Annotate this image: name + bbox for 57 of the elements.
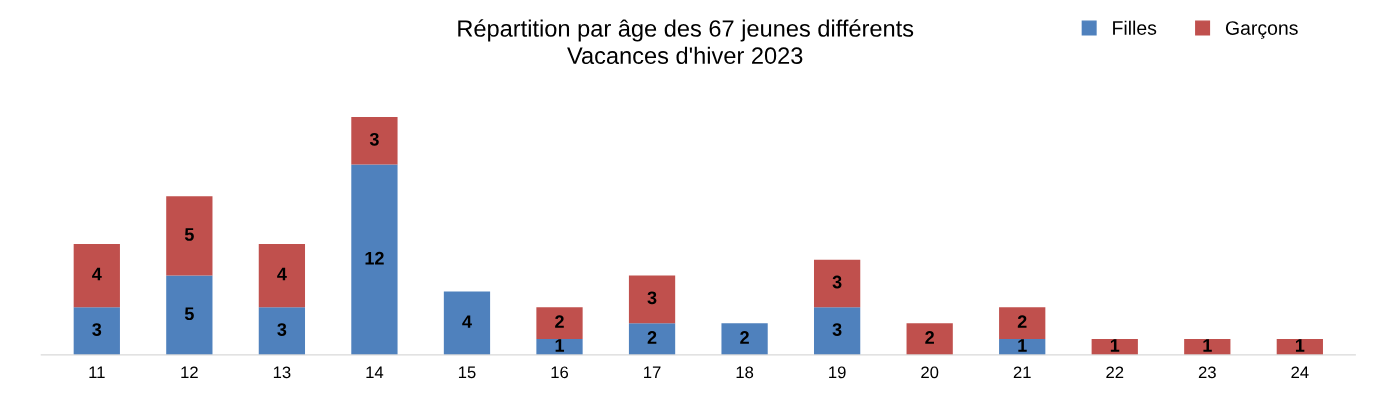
bar — [443, 291, 491, 355]
data-label: 2 — [647, 331, 657, 344]
data-label: 3 — [369, 132, 379, 146]
bar — [166, 275, 213, 355]
bar — [721, 323, 768, 355]
data-label: 4 — [462, 315, 472, 328]
x-tick-label: 20 — [921, 366, 939, 379]
bar — [351, 164, 398, 355]
x-tick-label: 24 — [1291, 366, 1309, 379]
data-label: 2 — [740, 331, 749, 344]
data-label: 4 — [277, 267, 287, 281]
bar — [258, 243, 306, 308]
data-label: 3 — [832, 275, 842, 289]
data-label: 1 — [1018, 339, 1027, 352]
x-tick-label: 18 — [736, 366, 754, 379]
bar — [628, 323, 676, 355]
x-tick-label: 11 — [89, 366, 105, 379]
data-label: 2 — [555, 315, 564, 328]
data-label: 3 — [277, 323, 287, 336]
x-tick-label: 12 — [181, 366, 198, 379]
x-tick-label: 23 — [1198, 366, 1216, 379]
data-label: 1 — [555, 339, 565, 352]
data-label: 12 — [365, 251, 384, 265]
chart-title: Répartition par âge des 67 jeunes différents Vacances d'hiver 2023 — [458, 19, 914, 64]
x-tick-label: 14 — [366, 366, 384, 379]
bar — [906, 323, 953, 355]
bar — [814, 259, 861, 308]
data-label: 1 — [1295, 339, 1305, 352]
x-tick-label: 21 — [1013, 366, 1031, 379]
bar — [351, 117, 398, 165]
data-label: 2 — [1017, 315, 1027, 328]
data-label: 3 — [832, 323, 842, 336]
bar — [814, 307, 861, 355]
data-label: 5 — [184, 307, 194, 321]
x-tick-label: 17 — [644, 366, 661, 379]
x-tick-label: 16 — [551, 366, 569, 379]
bar — [536, 307, 583, 340]
data-label: 4 — [92, 267, 102, 281]
bar — [999, 307, 1046, 340]
bar — [258, 307, 306, 355]
data-label: 3 — [92, 323, 102, 336]
bar — [166, 196, 213, 276]
data-label: 5 — [184, 228, 194, 241]
data-label: 2 — [925, 331, 934, 344]
x-tick-label: 13 — [273, 366, 291, 379]
legend-label: Filles — [1113, 20, 1157, 35]
bar — [536, 339, 583, 355]
x-tick-label: 22 — [1106, 366, 1124, 379]
data-label: 1 — [1110, 339, 1120, 352]
bar — [73, 243, 120, 308]
x-tick-label: 15 — [458, 366, 476, 379]
legend-label: Garçons — [1225, 21, 1298, 39]
bar — [73, 307, 120, 355]
bar — [628, 275, 676, 324]
data-label: 1 — [1203, 339, 1212, 352]
data-label: 3 — [647, 291, 657, 305]
x-tick-label: 19 — [829, 366, 846, 379]
